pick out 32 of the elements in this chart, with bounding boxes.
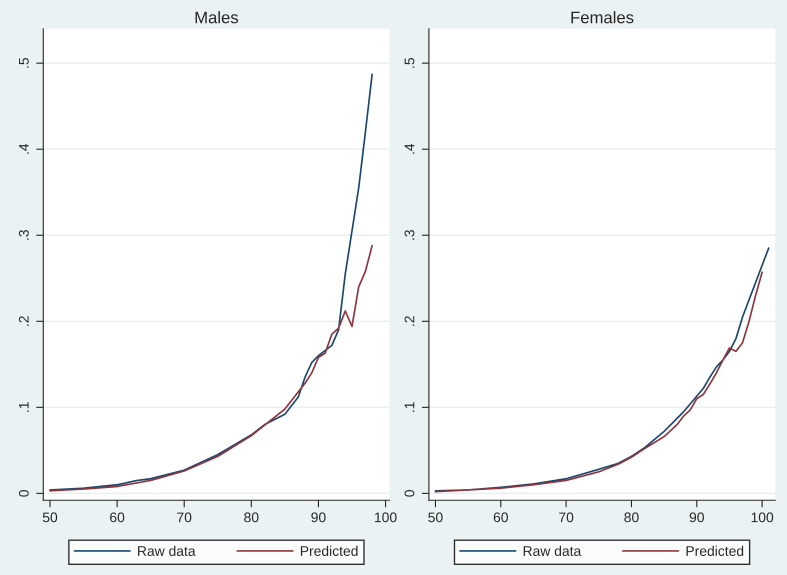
x-tick-label: 90 <box>311 512 326 522</box>
x-tick-label: 90 <box>690 512 704 522</box>
legend-label: Predicted <box>686 546 744 556</box>
x-tick-label: 60 <box>110 512 124 522</box>
y-tick-label: .4 <box>19 144 29 154</box>
legend-label: Raw data <box>138 546 196 556</box>
x-tick-label: 80 <box>624 512 639 522</box>
y-tick-label: .1 <box>404 402 414 412</box>
legend-label: Raw data <box>524 546 582 556</box>
x-tick-label: 50 <box>428 512 443 522</box>
x-tick-label: 60 <box>494 512 508 522</box>
line-series <box>49 244 373 492</box>
y-tick-label: .2 <box>404 316 414 326</box>
chart-title: Females <box>571 11 634 24</box>
x-tick-label: 100 <box>752 512 774 522</box>
line-series <box>49 74 373 491</box>
x-tick-label: 80 <box>244 512 259 522</box>
y-tick-label: 0 <box>404 490 414 497</box>
y-tick-label: .3 <box>404 230 414 240</box>
y-tick-label: .3 <box>18 230 29 240</box>
y-tick-label: .5 <box>404 58 414 68</box>
x-tick-label: 70 <box>177 512 192 522</box>
y-tick-label: 0 <box>18 490 29 497</box>
x-tick-label: 50 <box>42 512 58 522</box>
x-tick-label: 100 <box>375 512 397 522</box>
y-tick-label: .2 <box>18 316 29 326</box>
chart-title: Males <box>196 11 238 24</box>
y-tick-label: .4 <box>404 144 414 154</box>
y-tick-label: .5 <box>19 58 29 68</box>
y-tick-label: .1 <box>19 402 29 412</box>
legend-label: Predicted <box>300 546 358 556</box>
x-tick-label: 70 <box>559 512 574 522</box>
